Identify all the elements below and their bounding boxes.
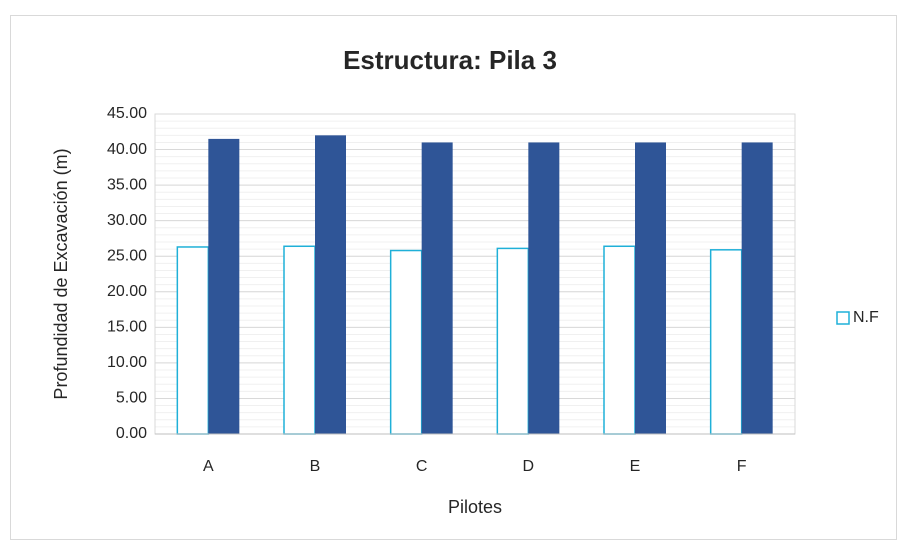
y-tick-label: 30.00	[107, 212, 147, 229]
y-tick-label: 45.00	[107, 105, 147, 122]
y-tick-label: 5.00	[116, 390, 147, 407]
bar	[635, 142, 666, 434]
chart-title: Estructura: Pila 3	[343, 45, 557, 75]
y-tick-label: 15.00	[107, 319, 147, 336]
y-tick-label: 0.00	[116, 425, 147, 442]
y-tick-label: 20.00	[107, 283, 147, 300]
x-axis-label: Pilotes	[448, 497, 502, 517]
legend-label: N.F	[853, 309, 879, 326]
bar	[496, 247, 530, 435]
bar	[741, 142, 773, 434]
y-axis-label: Profundidad de Excavación (m)	[51, 148, 71, 399]
y-tick-label: 40.00	[107, 141, 147, 158]
y-tick-label: 25.00	[107, 247, 147, 264]
x-tick-label: C	[416, 458, 428, 475]
bar	[389, 249, 423, 435]
bar	[176, 246, 210, 435]
bar	[709, 249, 743, 435]
bar	[208, 138, 240, 434]
bar	[603, 245, 636, 435]
x-tick-label: F	[737, 458, 747, 475]
bar	[315, 135, 346, 435]
x-tick-label: E	[630, 458, 641, 475]
x-tick-label: D	[523, 458, 535, 475]
bar	[283, 245, 316, 435]
x-tick-label: B	[310, 458, 321, 475]
bar	[528, 142, 560, 434]
bar	[421, 142, 453, 434]
y-tick-label: 10.00	[107, 354, 147, 371]
legend-swatch	[836, 311, 850, 325]
y-tick-label: 35.00	[107, 176, 147, 193]
x-tick-label: A	[203, 458, 214, 475]
